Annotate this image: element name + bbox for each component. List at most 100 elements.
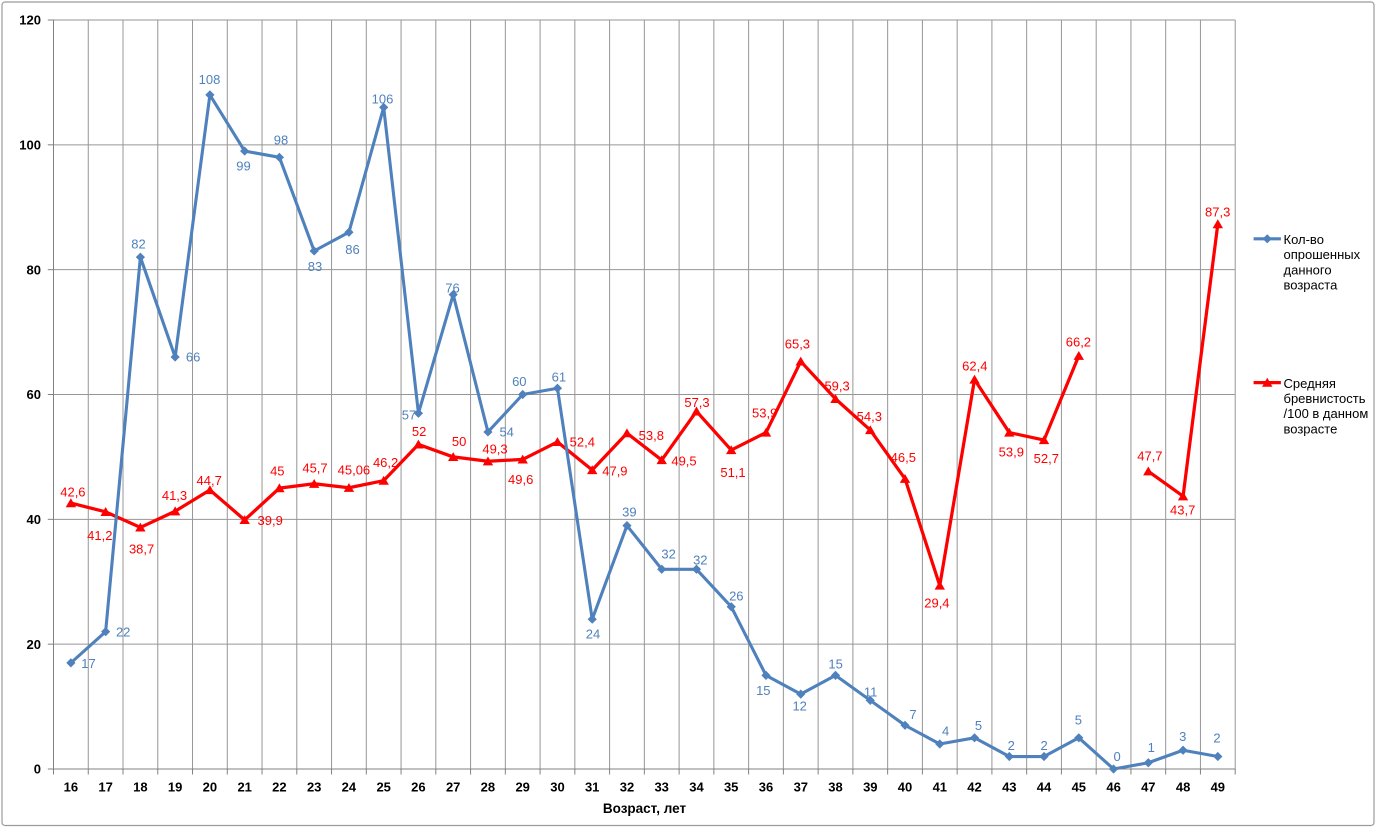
svg-text:36: 36 (759, 779, 773, 794)
svg-text:бревнистость: бревнистость (1284, 391, 1366, 406)
svg-text:15: 15 (828, 657, 842, 672)
svg-text:17: 17 (81, 656, 95, 671)
svg-text:Возраст, лет: Возраст, лет (603, 801, 687, 816)
svg-text:5: 5 (1075, 712, 1082, 727)
svg-text:54: 54 (499, 424, 513, 439)
svg-text:42: 42 (967, 779, 981, 794)
svg-text:22: 22 (116, 625, 130, 640)
svg-text:37: 37 (794, 779, 808, 794)
svg-text:86: 86 (345, 242, 359, 257)
svg-text:5: 5 (975, 718, 982, 733)
svg-text:опрошенных: опрошенных (1284, 247, 1361, 262)
svg-text:29,4: 29,4 (924, 596, 949, 611)
svg-text:16: 16 (64, 779, 78, 794)
svg-text:38: 38 (828, 779, 842, 794)
svg-text:26: 26 (729, 589, 743, 604)
svg-text:3: 3 (1179, 729, 1186, 744)
svg-text:51,1: 51,1 (720, 465, 745, 480)
svg-text:39: 39 (622, 505, 636, 520)
svg-text:50: 50 (452, 434, 466, 449)
svg-text:120: 120 (19, 13, 41, 28)
svg-text:59,3: 59,3 (824, 379, 849, 394)
svg-text:21: 21 (237, 779, 251, 794)
svg-text:52,7: 52,7 (1034, 451, 1059, 466)
svg-text:/100 в данном: /100 в данном (1284, 406, 1369, 421)
svg-text:20: 20 (203, 779, 217, 794)
svg-text:28: 28 (481, 779, 495, 794)
svg-text:45: 45 (270, 463, 284, 478)
svg-text:49,5: 49,5 (671, 453, 696, 468)
svg-text:41: 41 (933, 779, 947, 794)
svg-text:12: 12 (792, 698, 806, 713)
svg-text:23: 23 (307, 779, 321, 794)
svg-text:Кол-во: Кол-во (1284, 232, 1324, 247)
svg-text:32: 32 (661, 547, 675, 562)
svg-text:57,3: 57,3 (684, 395, 709, 410)
svg-text:47: 47 (1141, 779, 1155, 794)
svg-text:4: 4 (942, 723, 949, 738)
svg-text:43: 43 (1002, 779, 1016, 794)
svg-text:66: 66 (186, 350, 200, 365)
svg-text:49: 49 (1211, 779, 1225, 794)
svg-text:22: 22 (272, 779, 286, 794)
svg-text:61: 61 (552, 369, 566, 384)
svg-text:53,9: 53,9 (752, 406, 777, 421)
svg-text:46,5: 46,5 (891, 450, 916, 465)
svg-text:27: 27 (446, 779, 460, 794)
svg-text:41,3: 41,3 (162, 488, 187, 503)
svg-text:2: 2 (1213, 731, 1220, 746)
svg-text:45,7: 45,7 (302, 460, 327, 475)
svg-text:24: 24 (342, 779, 357, 794)
svg-text:0: 0 (1113, 749, 1120, 764)
svg-text:данного: данного (1284, 262, 1332, 277)
svg-text:18: 18 (133, 779, 147, 794)
svg-text:32: 32 (620, 779, 634, 794)
svg-text:57: 57 (402, 408, 416, 423)
svg-text:29: 29 (515, 779, 529, 794)
svg-text:7: 7 (909, 707, 916, 722)
svg-text:108: 108 (199, 72, 221, 87)
svg-text:83: 83 (308, 259, 322, 274)
svg-text:31: 31 (585, 779, 599, 794)
svg-text:87,3: 87,3 (1205, 205, 1230, 220)
svg-text:46,2: 46,2 (373, 455, 398, 470)
svg-text:33: 33 (654, 779, 668, 794)
svg-text:17: 17 (98, 779, 112, 794)
svg-text:19: 19 (168, 779, 182, 794)
svg-text:25: 25 (376, 779, 390, 794)
svg-text:52: 52 (412, 424, 426, 439)
svg-text:38,7: 38,7 (129, 542, 154, 557)
svg-text:44,7: 44,7 (197, 473, 222, 488)
svg-text:20: 20 (27, 637, 41, 652)
svg-text:100: 100 (19, 137, 41, 152)
svg-text:49,3: 49,3 (482, 442, 507, 457)
svg-text:80: 80 (27, 262, 41, 277)
svg-text:53,8: 53,8 (639, 428, 664, 443)
svg-text:52,4: 52,4 (570, 435, 595, 450)
svg-text:76: 76 (445, 281, 459, 296)
svg-text:34: 34 (689, 779, 704, 794)
svg-text:41,2: 41,2 (87, 528, 112, 543)
svg-text:49,6: 49,6 (508, 472, 533, 487)
svg-text:2: 2 (1040, 738, 1047, 753)
svg-text:Средняя: Средняя (1284, 376, 1336, 391)
svg-text:15: 15 (756, 683, 770, 698)
svg-text:возраста: возраста (1284, 278, 1339, 293)
svg-text:26: 26 (411, 779, 425, 794)
svg-text:47,7: 47,7 (1137, 448, 1162, 463)
svg-text:60: 60 (512, 374, 526, 389)
svg-text:65,3: 65,3 (785, 337, 810, 352)
svg-text:60: 60 (27, 387, 41, 402)
svg-text:43,7: 43,7 (1170, 502, 1195, 517)
svg-text:39: 39 (863, 779, 877, 794)
svg-text:47,9: 47,9 (602, 464, 627, 479)
svg-text:32: 32 (693, 553, 707, 568)
svg-text:42,6: 42,6 (60, 484, 85, 499)
svg-text:24: 24 (586, 627, 600, 642)
svg-text:2: 2 (1008, 738, 1015, 753)
svg-text:44: 44 (1037, 779, 1052, 794)
svg-text:99: 99 (236, 159, 250, 174)
svg-text:82: 82 (131, 237, 145, 252)
svg-text:45: 45 (1072, 779, 1086, 794)
svg-text:66,2: 66,2 (1066, 335, 1091, 350)
